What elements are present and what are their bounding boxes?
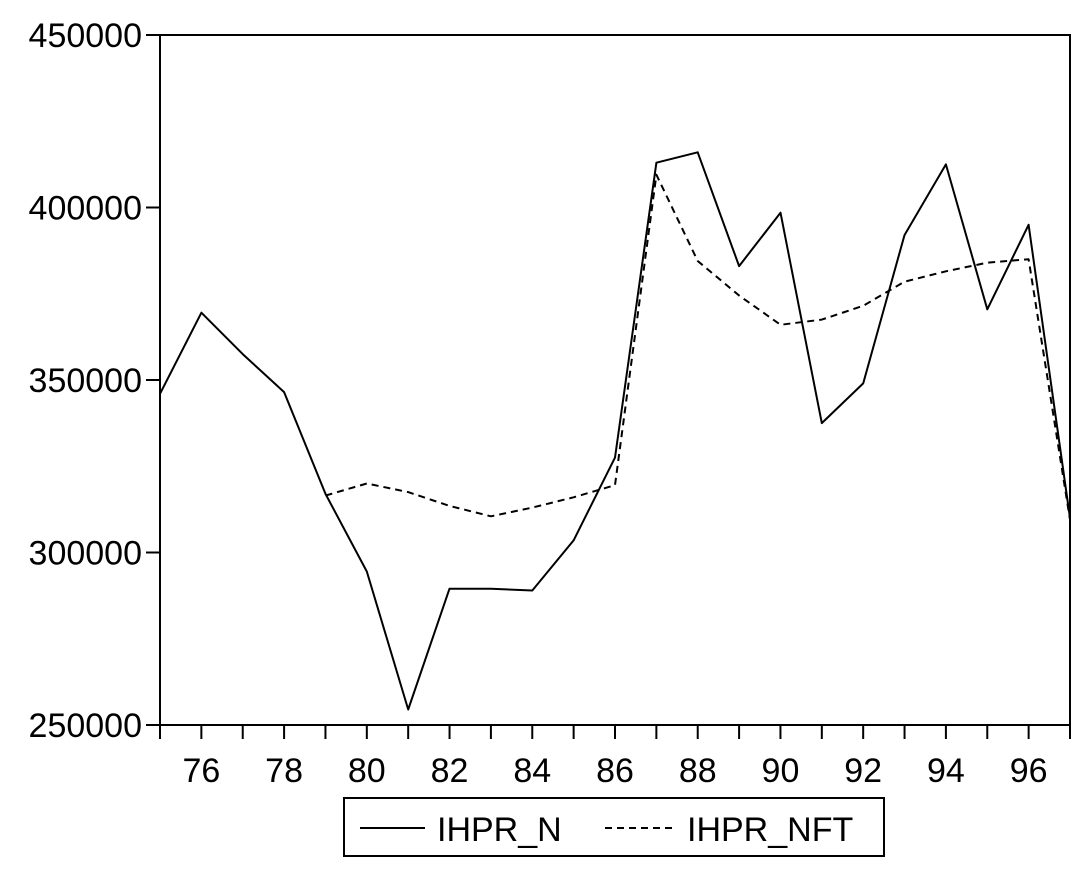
series-line-ihpr-n [159, 151, 1071, 711]
x-tick-label: 92 [844, 752, 882, 790]
y-tick-label: 250000 [29, 707, 142, 745]
x-tick-label: 90 [762, 752, 800, 790]
y-tick-label: 350000 [29, 362, 142, 400]
x-tick-label: 88 [679, 752, 717, 790]
y-axis: 250000 300000 350000 400000 450000 [29, 17, 160, 745]
legend-label-ihpr-n: IHPR_N [437, 811, 562, 849]
x-tick-label: 84 [513, 752, 551, 790]
x-tick-label: 78 [265, 752, 303, 790]
x-tick-label: 82 [431, 752, 469, 790]
legend: IHPR_N IHPR_NFT [343, 797, 885, 857]
x-axis: 76 78 80 82 84 86 88 90 92 94 96 [159, 725, 1071, 790]
x-tick-label: 94 [927, 752, 965, 790]
series-lines [159, 151, 1071, 711]
x-tick-label: 86 [596, 752, 634, 790]
series-line-ihpr-nft [325, 173, 1071, 520]
legend-label-ihpr-nft: IHPR_NFT [687, 811, 853, 849]
y-tick-label: 300000 [29, 535, 142, 573]
x-tick-label: 80 [348, 752, 386, 790]
y-tick-label: 400000 [29, 190, 142, 228]
y-tick-label: 450000 [29, 17, 142, 55]
x-tick-label: 96 [1010, 752, 1048, 790]
plot-frame [159, 34, 1071, 726]
x-tick-label: 76 [182, 752, 220, 790]
legend-box [343, 797, 885, 857]
